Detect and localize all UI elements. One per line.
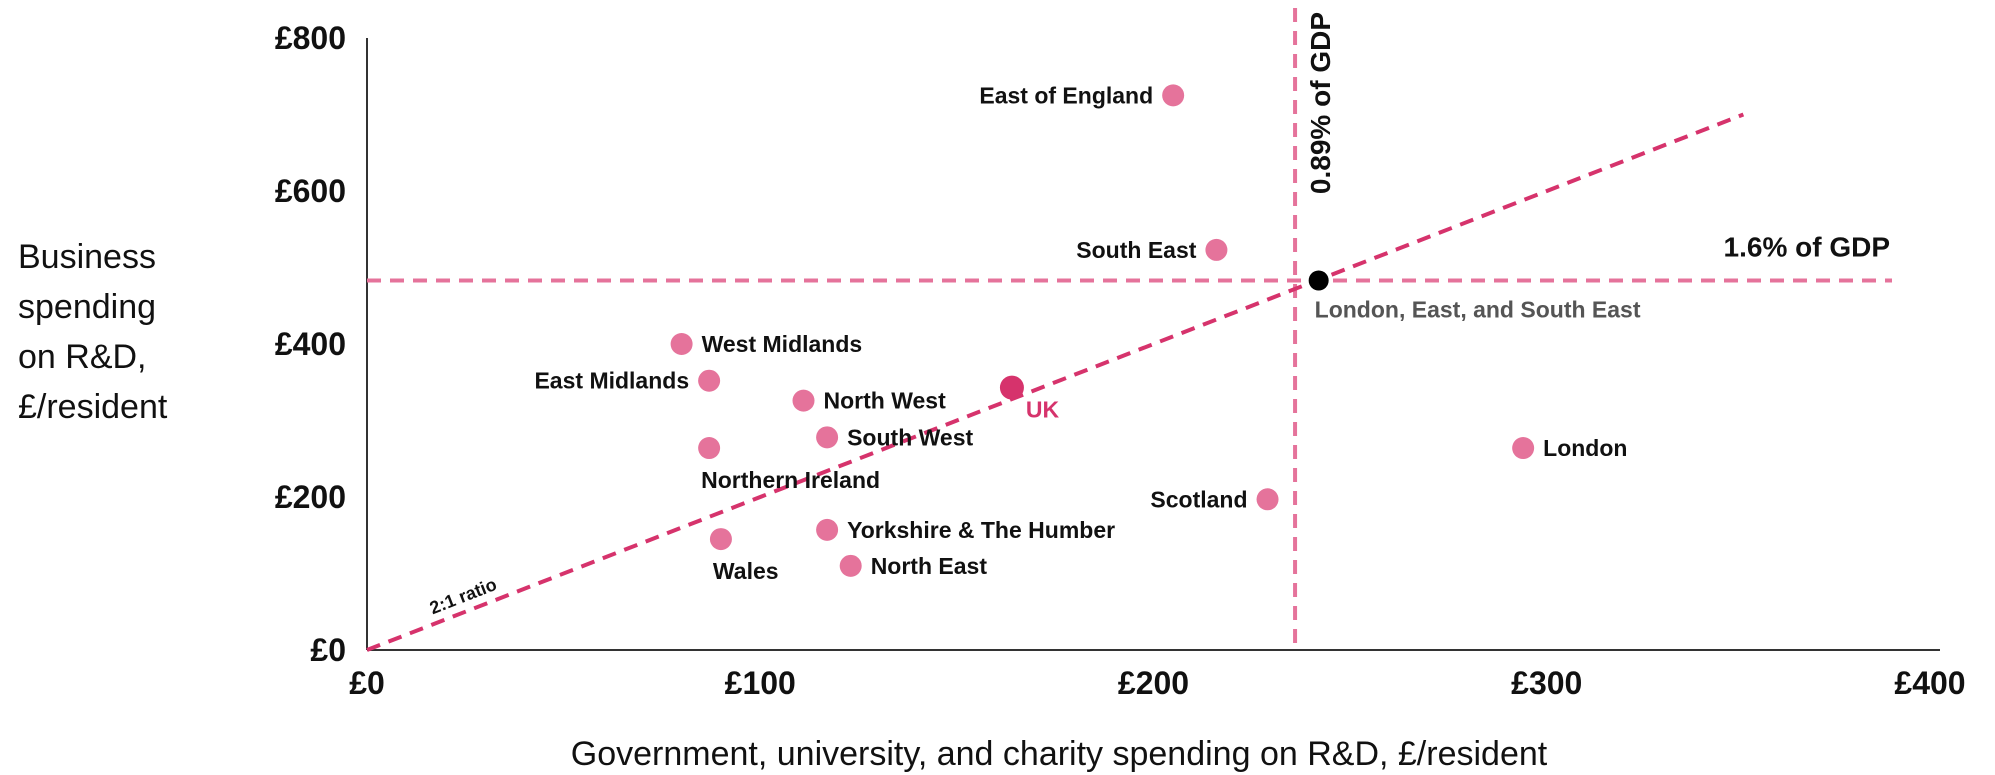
y-tick-label-200: £200 (275, 479, 346, 515)
point-yorkshire-the-humber (816, 518, 839, 541)
y-tick-labels: £0 £200 £400 £600 £800 (275, 20, 346, 668)
point-scotland (1256, 488, 1279, 511)
point-wales (709, 528, 732, 551)
x-tick-label-0: £0 (349, 665, 385, 701)
point-north-west (792, 389, 815, 412)
y-axis-title-line-4: £/resident (18, 388, 168, 426)
point-label-south-west: South West (847, 424, 973, 450)
point-label-east-midlands: East Midlands (534, 368, 689, 394)
x-tick-label-400: £400 (1894, 665, 1965, 701)
y-tick-label-400: £400 (275, 326, 346, 362)
point-east-midlands (698, 369, 721, 392)
point-label-south-east: South East (1076, 237, 1196, 263)
y-tick-label-600: £600 (275, 173, 346, 209)
x-tick-label-100: £100 (725, 665, 796, 701)
point-london (1512, 437, 1535, 460)
point-label-northern-ireland: Northern Ireland (701, 467, 880, 493)
vertical-reference-label: 0.89% of GDP (1305, 12, 1336, 194)
point-label-uk: UK (1026, 397, 1060, 423)
x-tick-labels: £0 £100 £200 £300 £400 (349, 665, 1965, 701)
y-axis-title-line-3: on R&D, (18, 338, 147, 376)
data-point-labels: East of England South East West Midlands Ea… (534, 82, 1640, 584)
y-axis-title-line-1: Business (18, 238, 156, 276)
x-tick-label-200: £200 (1118, 665, 1189, 701)
point-northern-ireland (698, 437, 721, 460)
point-label-london: London (1543, 435, 1627, 461)
point-london-east-south-east (1308, 270, 1329, 291)
data-points (670, 84, 1535, 577)
point-label-yorkshire-the-humber: Yorkshire & The Humber (847, 517, 1115, 543)
point-south-east (1205, 238, 1228, 261)
point-label-scotland: Scotland (1150, 486, 1247, 512)
point-label-north-west: North West (824, 388, 947, 414)
point-uk (999, 375, 1024, 400)
y-tick-label-0: £0 (310, 632, 346, 668)
point-east-of-england (1162, 84, 1185, 107)
y-axis-title-line-2: spending (18, 288, 156, 326)
horizontal-reference-label: 1.6% of GDP (1724, 232, 1890, 263)
point-north-east (839, 554, 862, 577)
point-label-wales: Wales (713, 558, 779, 584)
point-label-east-of-england: East of England (979, 82, 1153, 108)
point-south-west (816, 426, 839, 449)
point-label-london-east-south-east: London, East, and South East (1315, 297, 1641, 323)
y-tick-label-800: £800 (275, 20, 346, 56)
point-label-north-east: North East (871, 553, 988, 579)
point-label-west-midlands: West Midlands (702, 331, 863, 357)
x-axis-title: Government, university, and charity spen… (571, 735, 1548, 773)
ratio-reference-line (366, 112, 1745, 652)
point-west-midlands (670, 333, 693, 355)
x-tick-label-300: £300 (1511, 665, 1582, 701)
